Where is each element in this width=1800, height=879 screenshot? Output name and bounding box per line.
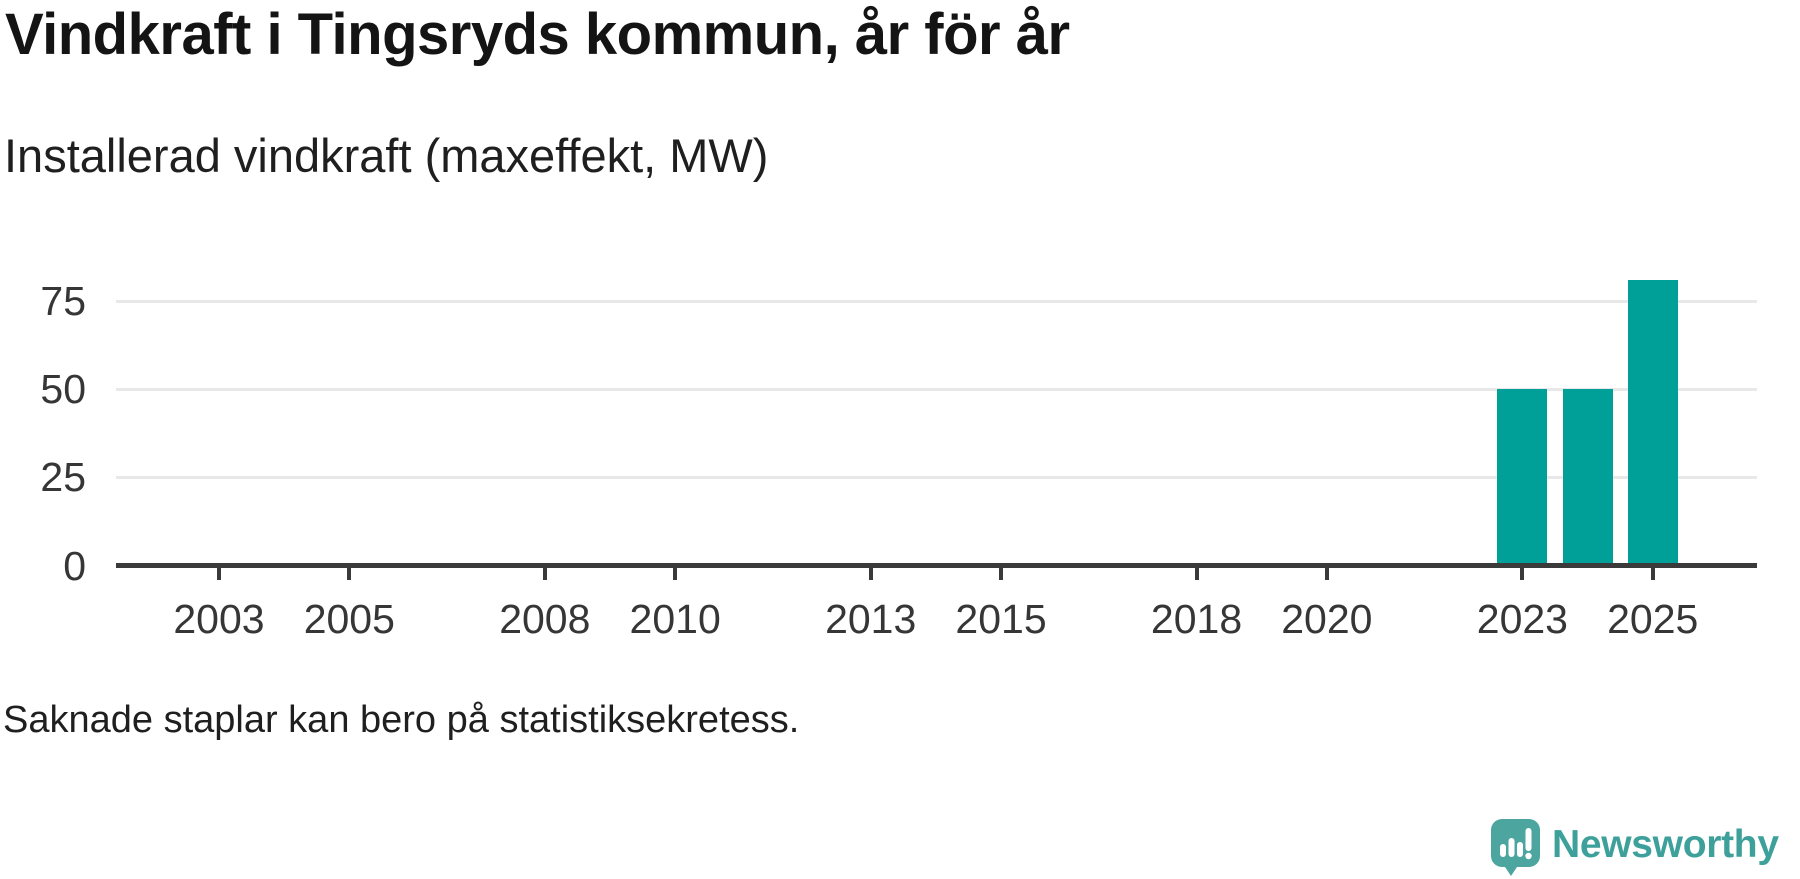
x-tick-2020 <box>1324 566 1329 580</box>
x-tick-2023 <box>1520 566 1525 580</box>
gridline-50 <box>116 387 1757 391</box>
x-tick-2010 <box>673 566 678 580</box>
x-tick-label-2005: 2005 <box>303 596 395 642</box>
x-tick-2003 <box>216 566 221 580</box>
x-axis-line <box>116 563 1757 568</box>
bar-2024 <box>1562 389 1613 566</box>
x-tick-2018 <box>1194 566 1199 580</box>
footnote: Saknade staplar kan bero på statistiksek… <box>3 699 800 741</box>
x-tick-2025 <box>1650 566 1655 580</box>
x-tick-label-2018: 2018 <box>1150 596 1243 642</box>
y-tick-label-50: 50 <box>40 366 86 413</box>
newsworthy-brand: Newsworthy <box>1490 818 1779 876</box>
newsworthy-wordmark: Newsworthy <box>1552 823 1779 866</box>
bar-2023 <box>1497 389 1548 566</box>
x-tick-2015 <box>999 566 1004 580</box>
bar-2025 <box>1627 279 1678 566</box>
x-tick-2008 <box>542 566 547 580</box>
gridline-75 <box>116 299 1757 303</box>
x-tick-2005 <box>347 566 352 580</box>
chart-title: Vindkraft i Tingsryds kommun, år för år <box>5 2 1070 67</box>
x-tick-label-2015: 2015 <box>955 596 1047 642</box>
newsworthy-logo-icon <box>1491 819 1540 876</box>
gridline-25 <box>116 475 1757 479</box>
x-tick-label-2020: 2020 <box>1281 596 1373 642</box>
x-tick-label-2013: 2013 <box>825 596 917 642</box>
x-tick-label-2025: 2025 <box>1607 596 1699 642</box>
x-tick-label-2023: 2023 <box>1476 596 1568 642</box>
y-tick-label-25: 25 <box>40 454 86 501</box>
y-tick-label-0: 0 <box>63 542 86 589</box>
x-tick-label-2010: 2010 <box>629 596 721 642</box>
chart-subtitle: Installerad vindkraft (maxeffekt, MW) <box>4 129 769 182</box>
y-tick-label-75: 75 <box>40 278 86 324</box>
x-tick-2013 <box>868 566 873 580</box>
x-tick-label-2003: 2003 <box>173 596 265 642</box>
x-tick-label-2008: 2008 <box>499 596 591 642</box>
